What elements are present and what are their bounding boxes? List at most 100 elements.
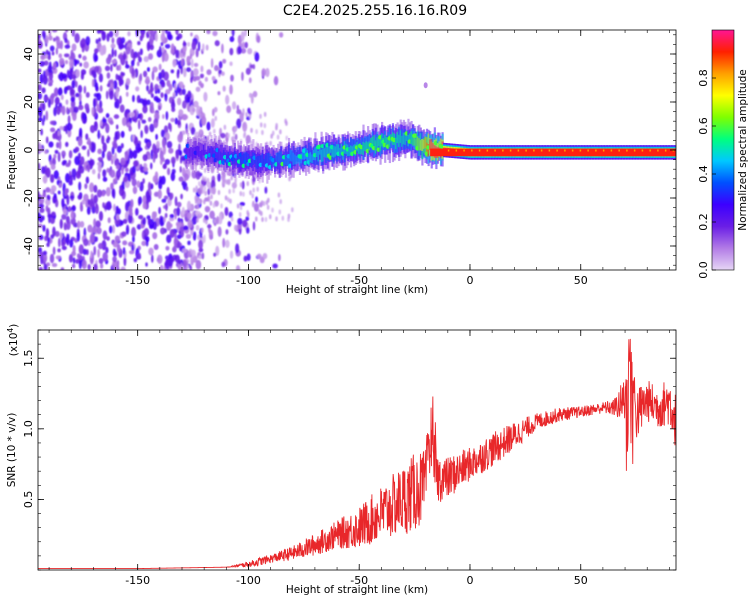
ridge-segment (255, 157, 258, 169)
noise-blob (89, 159, 95, 166)
noise-blob (204, 205, 211, 213)
ridge-marker (556, 149, 558, 152)
noise-blob (49, 173, 55, 183)
noise-blob (49, 120, 56, 125)
ridge-segment (298, 156, 302, 166)
noise-blob (198, 80, 202, 86)
noise-blob (178, 109, 184, 117)
noise-blob (229, 61, 233, 66)
noise-blob (256, 186, 259, 192)
noise-blob (156, 254, 163, 265)
noise-blob (218, 60, 223, 69)
noise-blob (277, 192, 281, 198)
noise-blob (135, 30, 139, 38)
noise-blob (193, 62, 199, 67)
ridge-marker (478, 149, 481, 152)
noise-blob (258, 209, 261, 215)
noise-blob (99, 100, 103, 109)
noise-blob (102, 251, 108, 262)
noise-blob (105, 187, 111, 197)
noise-blob (217, 226, 222, 237)
noise-blob (53, 107, 57, 117)
ridge-marker (455, 149, 458, 152)
ridge-marker (649, 149, 651, 152)
noise-blob (233, 224, 238, 231)
noise-blob (241, 41, 246, 49)
noise-blob (73, 58, 78, 67)
noise-blob (270, 133, 273, 139)
noise-blob (248, 77, 252, 84)
noise-blob (285, 135, 289, 141)
noise-blob (66, 69, 70, 79)
noise-blob (94, 204, 99, 215)
noise-blob (187, 250, 192, 258)
noise-blob (66, 219, 71, 230)
noise-blob (142, 99, 148, 107)
noise-blob (137, 252, 142, 259)
noise-blob (55, 35, 59, 41)
ridge-segment (418, 138, 421, 151)
noise-blob (66, 106, 69, 115)
noise-blob (127, 213, 133, 224)
noise-blob (170, 171, 176, 182)
noise-blob (120, 37, 126, 44)
noise-blob (64, 44, 71, 49)
noise-blob (48, 141, 54, 148)
ridge-segment (323, 148, 326, 157)
ridge-segment (272, 150, 275, 164)
noise-blob (110, 182, 114, 190)
ridge-segment (396, 133, 399, 153)
noise-blob (57, 87, 63, 96)
noise-blob (60, 267, 65, 270)
noise-blob (123, 256, 127, 267)
noise-blob (72, 245, 76, 254)
noise-blob (96, 30, 101, 34)
noise-blob (180, 52, 184, 59)
noise-blob (173, 237, 178, 248)
noise-blob (120, 266, 126, 270)
noise-blob (59, 126, 64, 131)
noise-blob (125, 46, 131, 55)
noise-blob (160, 41, 164, 47)
noise-blob (106, 200, 112, 211)
noise-blob (138, 113, 142, 119)
noise-blob (135, 207, 139, 216)
noise-blob (71, 79, 76, 89)
noise-blob (229, 198, 232, 204)
noise-blob (68, 253, 74, 263)
noise-blob (207, 224, 212, 229)
ridge-segment (222, 150, 226, 161)
noise-blob (105, 113, 110, 119)
noise-blob (224, 195, 228, 201)
ridge-segment (394, 137, 398, 150)
ridge-marker (626, 149, 628, 152)
noise-blob (52, 226, 56, 237)
noise-blob (56, 142, 60, 149)
noise-blob (179, 155, 183, 164)
noise-blob (147, 194, 152, 203)
ridge-segment (269, 155, 272, 171)
noise-blob (145, 262, 148, 267)
ridge-segment (429, 139, 432, 151)
noise-blob (229, 47, 234, 56)
noise-blob (43, 60, 49, 66)
noise-blob (271, 207, 274, 213)
noise-blob (222, 85, 226, 92)
ridge-segment (284, 154, 288, 165)
noise-blob (234, 125, 238, 131)
noise-blob (224, 206, 229, 216)
colorbar-tick-label: 0.6 (697, 117, 710, 135)
ridge-segment (308, 142, 311, 164)
noise-blob (136, 180, 141, 188)
noise-blob (151, 70, 155, 81)
noise-blob (74, 80, 78, 88)
noise-blob (113, 139, 117, 149)
noise-blob (175, 149, 180, 160)
noise-blob (47, 77, 50, 82)
noise-blob (69, 68, 74, 77)
noise-blob (78, 127, 83, 137)
ridge-segment (286, 157, 289, 167)
noise-blob (97, 163, 102, 173)
noise-blob (94, 65, 100, 73)
noise-blob (83, 61, 89, 69)
